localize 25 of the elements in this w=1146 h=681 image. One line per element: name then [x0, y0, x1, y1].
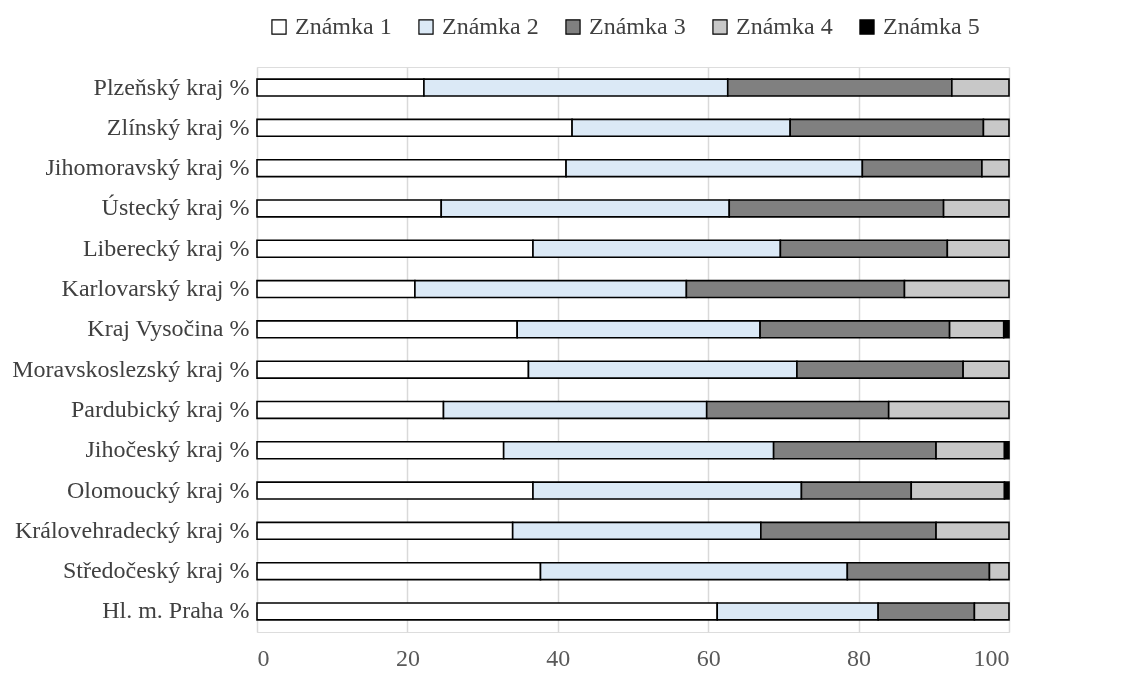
- legend-label: Známka 1: [295, 13, 392, 39]
- y-tick-label: Hl. m. Praha %: [102, 597, 250, 624]
- x-tick-label: 80: [847, 644, 872, 671]
- x-tick-label: 100: [973, 644, 1010, 671]
- y-tick-label: Liberecký kraj %: [82, 234, 250, 261]
- y-tick-label: Zlínský kraj %: [106, 113, 250, 140]
- y-tick-label: Karlovarský kraj %: [61, 275, 250, 302]
- y-tick-label: Kraj Vysočina %: [87, 315, 250, 342]
- y-tick-label: Olomoucký kraj %: [66, 476, 250, 503]
- x-tick-label: 0: [257, 644, 270, 671]
- y-tick-label: Ústecký kraj %: [101, 194, 250, 221]
- x-tick-label: 20: [395, 644, 420, 671]
- y-tick-label: Pardubický kraj %: [70, 395, 250, 422]
- legend-label: Známka 4: [736, 13, 833, 39]
- y-tick-label: Plzeňský kraj %: [93, 73, 250, 100]
- x-tick-label: 60: [696, 644, 721, 671]
- y-tick-label: Středočeský kraj %: [62, 557, 250, 584]
- legend-label: Známka 5: [883, 13, 980, 39]
- x-tick-label: 40: [546, 644, 571, 671]
- y-tick-label: Jihomoravský kraj %: [45, 154, 250, 181]
- legend-label: Známka 3: [589, 13, 686, 39]
- legend-label: Známka 2: [442, 13, 539, 39]
- y-tick-label: Královehradecký kraj %: [14, 516, 250, 543]
- y-tick-label: Moravskoslezský kraj %: [12, 355, 250, 382]
- y-tick-label: Jihočeský kraj %: [85, 436, 250, 463]
